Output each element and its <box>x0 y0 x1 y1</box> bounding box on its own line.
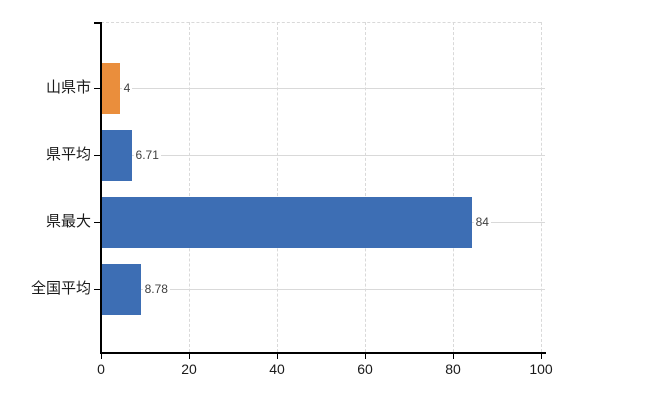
bar <box>102 62 120 114</box>
x-axis-tick-mark <box>365 354 366 359</box>
gridline-horizontal <box>101 289 545 290</box>
x-tick-label: 60 <box>357 361 373 377</box>
x-tick-label: 20 <box>181 361 197 377</box>
y-axis-top-cap <box>94 22 101 24</box>
category-label: 県最大 <box>45 213 91 230</box>
bar-value-label: 4 <box>121 81 133 95</box>
y-axis-tick-mark <box>94 222 101 223</box>
x-axis-tick-mark <box>277 354 278 359</box>
category-label: 全国平均 <box>30 280 91 297</box>
gridline-vertical <box>453 22 454 352</box>
gridline-horizontal <box>101 88 545 89</box>
x-axis-line <box>100 352 546 354</box>
bar <box>102 263 141 315</box>
gridline-vertical <box>189 22 190 352</box>
x-tick-label: 40 <box>269 361 285 377</box>
bar-value-label: 84 <box>473 215 491 229</box>
y-axis-tick-mark <box>94 155 101 156</box>
gridline-vertical <box>277 22 278 352</box>
y-axis-tick-mark <box>94 289 101 290</box>
gridline-vertical <box>365 22 366 352</box>
gridline-vertical <box>541 22 542 352</box>
x-axis-tick-mark <box>541 354 542 359</box>
bar-value-label: 8.78 <box>142 282 170 296</box>
y-axis-line <box>100 22 102 354</box>
bar-value-label: 6.71 <box>133 148 161 162</box>
bar <box>102 196 472 248</box>
x-axis-tick-mark <box>189 354 190 359</box>
x-tick-label: 100 <box>529 361 553 377</box>
y-axis-tick-mark <box>94 88 101 89</box>
category-label: 山県市 <box>45 79 91 96</box>
category-label: 県平均 <box>45 146 91 163</box>
gridline-horizontal <box>101 155 545 156</box>
x-axis-tick-mark <box>453 354 454 359</box>
x-axis-tick-mark <box>101 354 102 359</box>
plot-border-top <box>101 22 541 23</box>
bar <box>102 129 132 181</box>
x-tick-label: 0 <box>97 361 105 377</box>
x-tick-label: 80 <box>445 361 461 377</box>
